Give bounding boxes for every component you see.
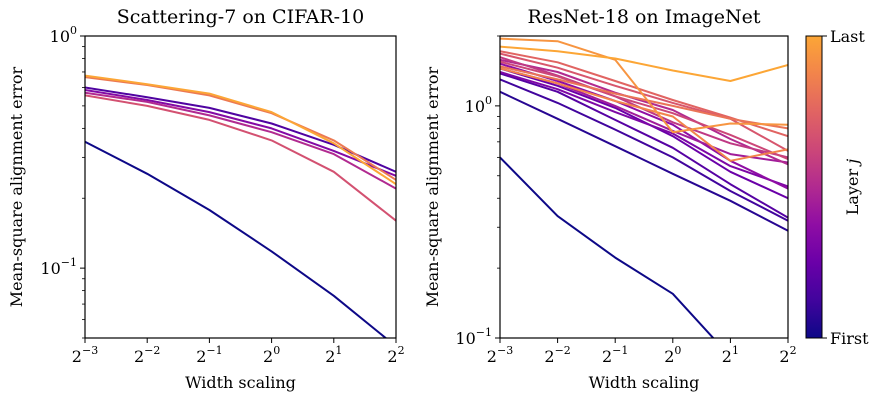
series-line-layer-11: [500, 60, 788, 161]
y-tick-label: 100: [465, 94, 492, 116]
x-tick-label: 22: [779, 344, 796, 366]
x-tick-label: 2−3: [72, 344, 98, 366]
x-tick-exponent: −2: [555, 344, 571, 357]
y-tick-base: 10: [455, 329, 475, 348]
colorbar-label-var: j: [843, 159, 862, 167]
x-tick-exponent: 2: [790, 344, 797, 357]
x-tick-base: 2: [263, 347, 273, 366]
series-line-layer-4: [85, 91, 396, 190]
y-tick-exponent: 0: [485, 94, 492, 107]
x-tick-label: 20: [664, 344, 681, 366]
colorbar-label-text: Layer: [843, 164, 862, 215]
x-tick-exponent: 0: [674, 344, 681, 357]
left-x-axis-label: Width scaling: [185, 373, 296, 392]
series-line-layer-6: [500, 71, 788, 188]
x-tick-base: 2: [664, 347, 674, 366]
y-tick-exponent: 0: [70, 24, 77, 37]
colorbar-gradient: [805, 35, 823, 339]
right-chart-title: ResNet-18 on ImageNet: [528, 6, 761, 28]
y-tick-base: 10: [465, 97, 485, 116]
x-tick-label: 21: [722, 344, 739, 366]
x-tick-base: 2: [487, 347, 497, 366]
x-tick-base: 2: [779, 347, 789, 366]
series-line-layer-15: [500, 67, 788, 162]
x-tick-base: 2: [134, 347, 144, 366]
left-y-axis-label: Mean-square alignment error: [7, 66, 26, 307]
series-line-layer-2: [500, 90, 788, 232]
x-tick-base: 2: [196, 347, 206, 366]
series-line-layer-9: [500, 58, 788, 166]
x-tick-base: 2: [602, 347, 612, 366]
x-tick-exponent: −3: [82, 344, 98, 357]
layer-colorbar: Last First Layer j: [805, 27, 869, 348]
x-tick-exponent: 2: [398, 344, 405, 357]
y-tick-base: 10: [40, 259, 60, 278]
x-tick-base: 2: [387, 347, 397, 366]
x-tick-exponent: 0: [273, 344, 280, 357]
series-line-layer-16: [500, 37, 788, 134]
x-tick-label: 21: [325, 344, 342, 366]
right-y-axis-label: Mean-square alignment error: [423, 66, 442, 307]
series-line-layer-3: [500, 78, 788, 222]
left-x-ticks: 2−3 2−2 2−1 20 21 22: [72, 338, 405, 366]
x-tick-label: 2−1: [602, 344, 628, 366]
series-line-layer-6: [85, 76, 396, 181]
y-tick-label: 10−1: [455, 326, 492, 348]
series-line-layer-5: [85, 94, 396, 222]
series-line-layer-14: [500, 65, 788, 130]
x-tick-label: 2−2: [134, 344, 160, 366]
colorbar-bottom-label: First: [830, 329, 869, 348]
series-line-layer-17: [500, 45, 788, 82]
x-tick-exponent: −1: [612, 344, 628, 357]
y-tick-label: 100: [50, 24, 77, 46]
right-chart-lines: [500, 37, 788, 338]
x-tick-exponent: 1: [732, 344, 739, 357]
x-tick-exponent: −2: [144, 344, 160, 357]
x-tick-label: 22: [387, 344, 404, 366]
x-tick-base: 2: [72, 347, 82, 366]
x-tick-label: 2−1: [196, 344, 222, 366]
series-line-layer-8: [500, 67, 788, 164]
left-chart-lines: [85, 74, 396, 338]
x-tick-label: 20: [263, 344, 280, 366]
right-chart-panel: ResNet-18 on ImageNet 2−3 2−2 2−1 20 21 22 10…: [423, 6, 797, 392]
series-line-layer-3: [85, 89, 396, 177]
y-tick-base: 10: [50, 27, 70, 46]
series-line-layer-1: [500, 156, 715, 338]
right-chart-frame: [499, 35, 789, 339]
series-line-layer-4: [500, 72, 788, 219]
x-tick-base: 2: [544, 347, 554, 366]
left-chart-title: Scattering-7 on CIFAR-10: [117, 6, 365, 28]
y-tick-label: 10−1: [40, 256, 77, 278]
x-tick-base: 2: [325, 347, 335, 366]
y-tick-exponent: −1: [476, 326, 492, 339]
right-x-axis-label: Width scaling: [589, 373, 700, 392]
y-tick-exponent: −1: [61, 256, 77, 269]
colorbar-top-label: Last: [830, 27, 865, 46]
x-tick-label: 2−3: [487, 344, 513, 366]
series-line-layer-7: [85, 74, 396, 186]
colorbar-label: Layer j: [843, 159, 862, 215]
x-tick-base: 2: [722, 347, 732, 366]
x-tick-label: 2−2: [544, 344, 570, 366]
x-tick-exponent: −3: [497, 344, 513, 357]
x-tick-exponent: 1: [335, 344, 342, 357]
series-line-layer-1: [85, 140, 388, 338]
right-x-ticks: 2−3 2−2 2−1 20 21 22: [487, 338, 797, 366]
left-chart-panel: Scattering-7 on CIFAR-10 2−3 2−2 2−1 20 21 22…: [7, 6, 405, 392]
left-chart-frame: [84, 35, 397, 339]
x-tick-exponent: −1: [206, 344, 222, 357]
